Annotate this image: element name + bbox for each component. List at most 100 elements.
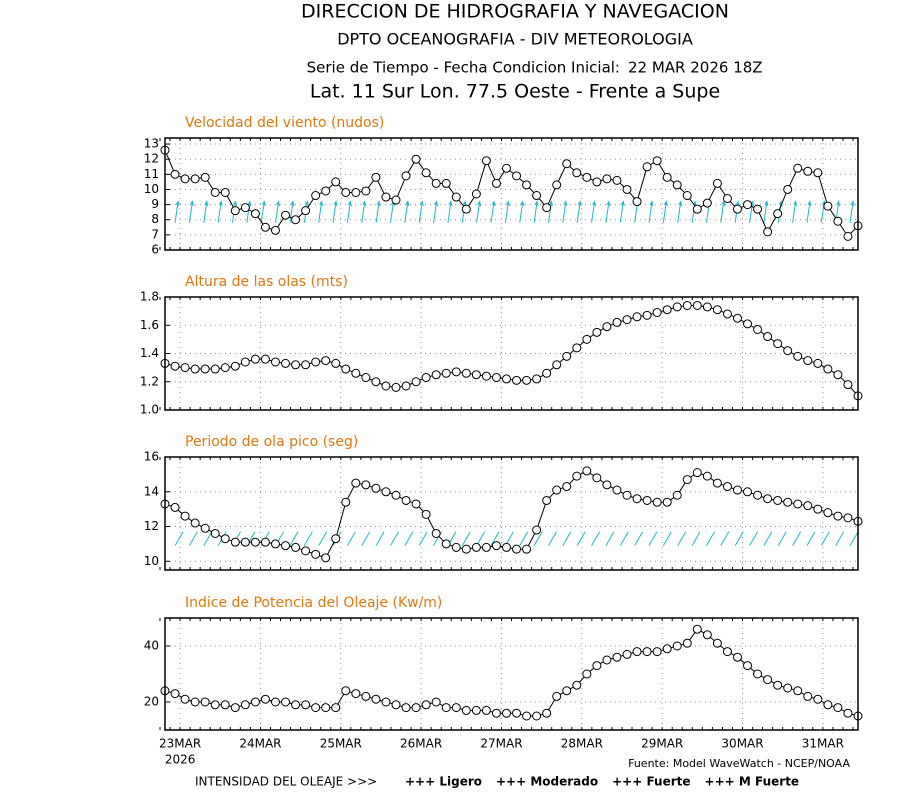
data-point [552, 485, 562, 495]
data-point [672, 180, 682, 190]
x-tick-label: 30MAR [721, 737, 763, 751]
y-tick-label: 13 [144, 137, 159, 151]
data-point [612, 652, 622, 662]
data-point [712, 305, 722, 315]
direction-arrow [619, 531, 629, 546]
data-point [783, 346, 793, 356]
data-point [642, 162, 652, 172]
data-point [803, 166, 813, 176]
data-point [411, 499, 421, 509]
panel-title: Indice de Potencia del Oleaje (Kw/m) [185, 595, 442, 611]
data-point [753, 324, 763, 334]
y-tick-label: 9 [151, 197, 159, 211]
data-point [210, 700, 220, 710]
direction-arrow [662, 531, 672, 546]
direction-arrow [203, 200, 209, 223]
direction-arrow [749, 531, 758, 546]
data-point [542, 368, 552, 378]
header-line1: DIRECCION DE HIDROGRAFIA Y NAVEGACION [301, 1, 729, 23]
data-point [712, 478, 722, 488]
data-point [632, 647, 642, 657]
data-point [501, 163, 511, 173]
data-point [441, 539, 451, 549]
data-point [491, 178, 501, 188]
data-point [170, 169, 180, 179]
x-tick-label: 25MAR [320, 737, 362, 751]
data-point [431, 178, 441, 188]
data-point [260, 694, 270, 704]
direction-arrow [203, 531, 213, 546]
data-point [722, 309, 732, 319]
data-point [351, 689, 361, 699]
data-point [592, 327, 602, 337]
direction-arrow [820, 531, 830, 546]
data-point [481, 705, 491, 715]
data-point [170, 361, 180, 371]
direction-arrow [806, 200, 812, 223]
data-point [381, 192, 391, 202]
data-point [220, 363, 230, 373]
data-point [180, 694, 190, 704]
intensity-label: INTENSIDAD DEL OLEAJE >>> [195, 775, 377, 789]
direction-arrow [605, 200, 611, 223]
panel-title: Velocidad del viento (nudos) [185, 115, 384, 131]
direction-arrow [289, 531, 299, 546]
data-point [662, 644, 672, 654]
init-date: 22 MAR 2026 18Z [628, 59, 763, 77]
direction-arrow [188, 200, 194, 223]
direction-arrow [447, 200, 453, 223]
data-point [522, 544, 532, 554]
direction-arrow [174, 531, 184, 546]
data-point [341, 364, 351, 374]
data-point [743, 319, 753, 329]
data-point [833, 511, 843, 521]
data-point [522, 711, 532, 721]
y-tick-label: 20 [144, 695, 159, 709]
data-point [270, 697, 280, 707]
data-point [582, 669, 592, 679]
data-point [823, 508, 833, 518]
data-point [321, 703, 331, 713]
data-point [361, 480, 371, 490]
data-point [461, 368, 471, 378]
data-point [672, 490, 682, 500]
data-point [190, 697, 200, 707]
data-point [471, 705, 481, 715]
data-point [230, 361, 240, 371]
data-point [200, 172, 210, 182]
source: Fuente: Model WaveWatch - NCEP/NOAA [628, 757, 850, 770]
data-point [803, 356, 813, 366]
data-point [732, 204, 742, 214]
data-point [652, 497, 662, 507]
data-point [833, 370, 843, 380]
data-point [321, 553, 331, 563]
data-point [250, 697, 260, 707]
direction-arrow [332, 200, 338, 223]
data-point [230, 703, 240, 713]
data-point [532, 525, 542, 535]
data-point [501, 708, 511, 718]
data-point [692, 468, 702, 478]
data-point [712, 178, 722, 188]
y-tick-label: 6 [151, 243, 159, 257]
data-point [200, 364, 210, 374]
data-point [431, 697, 441, 707]
data-point [823, 201, 833, 211]
data-point [301, 206, 311, 216]
data-point [632, 197, 642, 207]
direction-arrow [591, 531, 600, 546]
data-point [773, 339, 783, 349]
data-point [753, 204, 763, 214]
data-point [441, 368, 451, 378]
data-point [421, 509, 431, 519]
data-point [371, 172, 381, 182]
data-point [311, 357, 321, 367]
direction-arrow [605, 531, 615, 546]
direction-arrow [346, 531, 356, 546]
data-point [361, 373, 371, 383]
data-point [281, 541, 291, 551]
direction-arrow [275, 200, 281, 223]
data-point [682, 191, 692, 201]
data-point [351, 187, 361, 197]
y-tick-label: 1.0 [140, 403, 159, 417]
